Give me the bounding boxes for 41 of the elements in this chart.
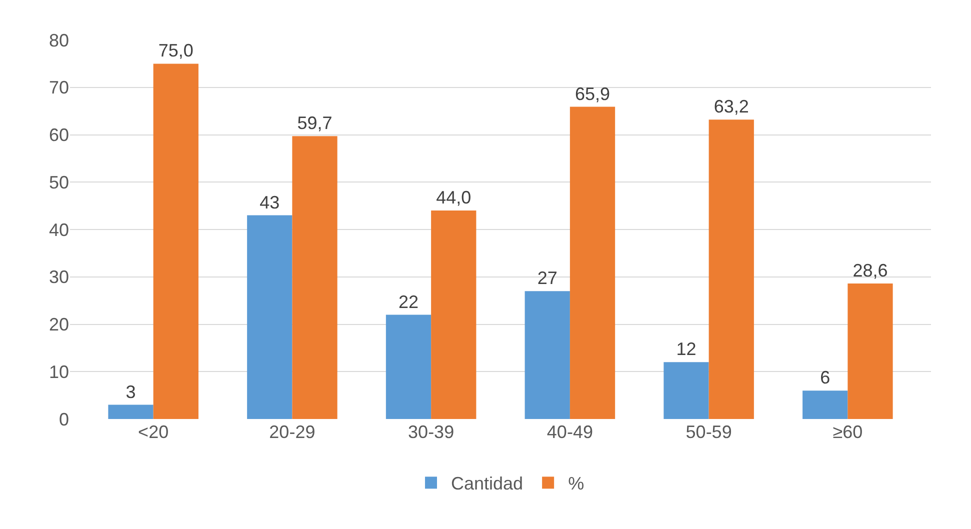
data-label: 28,6 xyxy=(852,260,888,281)
data-label: 27 xyxy=(537,268,558,288)
bar xyxy=(386,314,432,419)
bar xyxy=(153,64,198,419)
bar xyxy=(292,136,338,419)
legend-label: % xyxy=(568,474,584,494)
y-tick-label: 40 xyxy=(48,220,69,240)
data-label: 3 xyxy=(126,382,136,402)
data-label: 6 xyxy=(820,368,830,388)
y-tick-label: 70 xyxy=(48,78,69,98)
y-tick-label: 80 xyxy=(48,30,69,50)
bar xyxy=(108,404,154,419)
y-tick-label: 60 xyxy=(48,125,69,146)
x-tick-label: ≥60 xyxy=(832,422,863,442)
x-tick-label: 50-59 xyxy=(686,422,732,442)
bar xyxy=(664,362,709,419)
x-tick-label: 40-49 xyxy=(546,422,593,442)
y-tick-label: 10 xyxy=(48,362,69,382)
y-tick-label: 0 xyxy=(58,409,69,430)
data-label: 22 xyxy=(398,292,419,312)
bar xyxy=(247,215,292,419)
legend-label: Cantidad xyxy=(451,474,524,494)
data-label: 63,2 xyxy=(714,96,749,117)
data-label: 12 xyxy=(676,339,696,360)
x-tick-label: <20 xyxy=(138,422,169,442)
data-label: 43 xyxy=(260,192,280,212)
data-label: 75,0 xyxy=(158,40,194,61)
data-label: 59,7 xyxy=(297,113,332,134)
y-tick-label: 20 xyxy=(48,314,69,335)
data-label: 65,9 xyxy=(574,84,610,104)
y-tick-label: 30 xyxy=(48,267,69,288)
bar xyxy=(848,284,893,419)
bar xyxy=(570,106,616,419)
bar xyxy=(431,210,476,419)
data-label: 44,0 xyxy=(436,188,472,208)
x-tick-label: 20-29 xyxy=(269,422,316,442)
bar xyxy=(524,291,570,419)
y-tick-label: 50 xyxy=(48,172,69,192)
bar xyxy=(708,120,754,419)
x-tick-label: 30-39 xyxy=(408,422,454,442)
bar xyxy=(802,390,848,419)
